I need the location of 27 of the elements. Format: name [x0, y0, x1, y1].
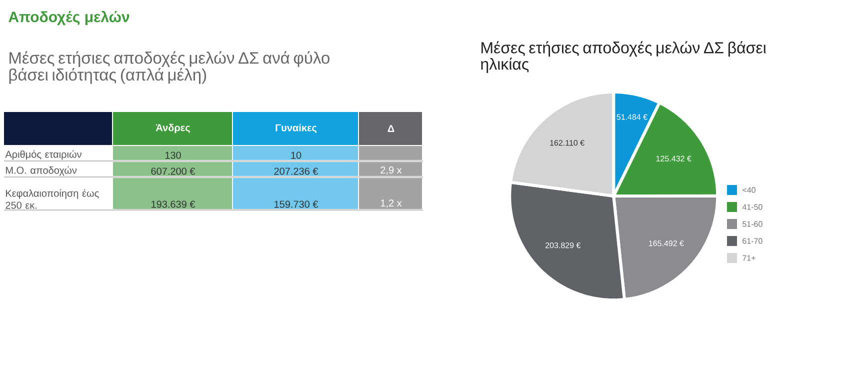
- data-label: 203.829 €: [546, 242, 581, 248]
- category-label: Κεφαλαιοποίηση έως 250 εκ.: [6, 189, 99, 209]
- data-label: 125.432 €: [656, 156, 692, 162]
- legend-label: 41-50: [742, 204, 762, 210]
- data-label: 51.484 €: [616, 114, 648, 120]
- text: 1,2 x: [380, 200, 402, 208]
- text: 159.730 €: [274, 200, 318, 208]
- text: 10: [291, 152, 302, 159]
- text: 607.200 €: [151, 168, 196, 175]
- category-label: Αριθμός εταιριών: [5, 150, 82, 160]
- legend-label: 71+: [742, 255, 756, 261]
- legend-label: 61-70: [742, 238, 762, 244]
- data-label: 162.110 €: [550, 140, 584, 146]
- data-label: 165.492 €: [649, 240, 684, 246]
- category-label: Μ.Ο. αποδοχών: [6, 166, 77, 176]
- chart-title: Μέσες ετήσιες αποδοχές μελών ΔΣ βάσει ηλικίας: [481, 41, 766, 73]
- category-label: Άνδρες: [156, 124, 190, 134]
- text: Μέσες ετήσιες αποδοχές μελών ΔΣ ανά φύλο βάσει ιδιότητας (απλά μέλη): [9, 51, 330, 84]
- category-label: Γυναίκες: [276, 124, 317, 134]
- text: 130: [165, 152, 181, 159]
- legend-label: 51-60: [742, 221, 762, 227]
- text: 2,9 x: [380, 166, 402, 175]
- text: 193.639 €: [152, 200, 196, 208]
- category-label: Δ: [388, 125, 394, 132]
- legend-label: <40: [742, 187, 756, 193]
- text: 207.236 €: [274, 168, 318, 175]
- text: Αποδοχές μελών: [8, 10, 130, 26]
